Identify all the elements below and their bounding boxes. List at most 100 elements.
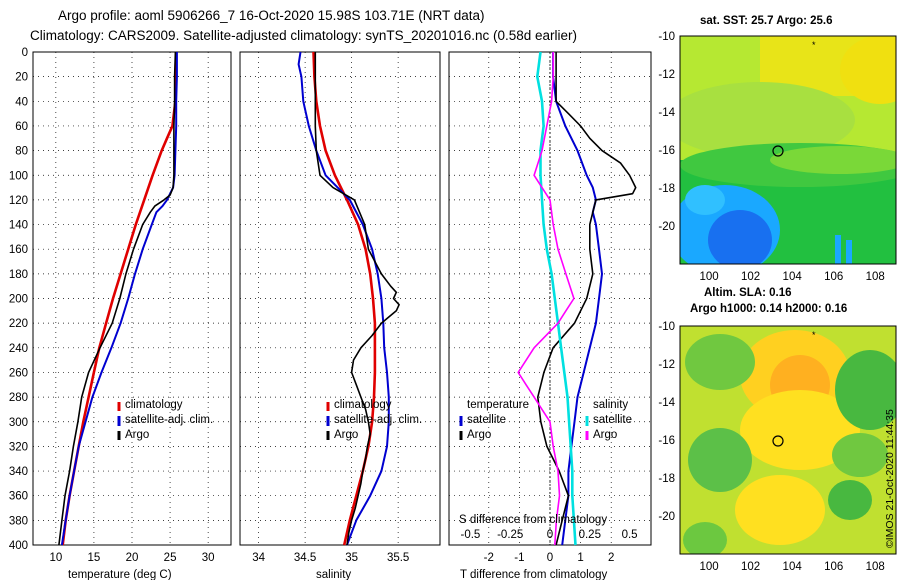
depth-tick-label: 60: [15, 121, 28, 133]
x-tick-label: 1: [577, 552, 583, 564]
series-line-s_argo: [517, 52, 575, 546]
legend-salinity-title: salinity: [593, 399, 628, 411]
map-lat-tick-label: -18: [658, 473, 675, 485]
map-lon-tick-label: 102: [741, 271, 760, 283]
depth-tick-label: 140: [9, 220, 28, 232]
legend-argo-label: Argo: [334, 429, 358, 441]
depth-tick-label: 340: [9, 466, 28, 478]
depth-tick-label: 360: [9, 491, 28, 503]
legend-temp-argo-label: Argo: [467, 429, 491, 441]
map-lat-tick-label: -10: [658, 321, 675, 333]
map-lat-tick-label: -20: [658, 221, 675, 233]
sst-map-title: sat. SST: 25.7 Argo: 25.6: [700, 15, 833, 27]
credit-label: ©IMOS 21-Oct-2020 11:44:35: [884, 409, 896, 548]
map-lon-tick-label: 104: [783, 271, 803, 283]
temperature-legend: climatology satellite-adj. clim. Argo: [117, 399, 213, 441]
figure-title-line1: Argo profile: aoml 5906266_7 16-Oct-2020…: [58, 8, 485, 23]
depth-tick-label: 400: [9, 540, 28, 552]
map-lat-tick-label: -14: [658, 107, 675, 119]
series-line-argo: [314, 52, 400, 546]
sla-map-frame: [679, 325, 897, 555]
legend-climatology-label: climatology: [334, 399, 392, 411]
x-tick-label: 35.5: [387, 552, 409, 564]
legend-sal-argo-label: Argo: [593, 429, 617, 441]
depth-tick-label: 160: [9, 244, 28, 256]
x2-tick-label: 0: [547, 529, 553, 541]
difference-chart: -2 -1 0 1 2 -0.5 -0.25 0 0.25 0.5 T difference f…: [448, 51, 652, 580]
sla-map-title: Argo h1000: 0.14 h2000: 0.16: [690, 303, 847, 315]
sla-map-marker-star: *: [812, 330, 816, 340]
map-lon-tick-label: 106: [824, 271, 843, 283]
x-tick-label: 25: [164, 552, 177, 564]
difference-legend: temperature satellite Argo salinity sate…: [459, 399, 632, 441]
x-tick-label: -2: [484, 552, 494, 564]
depth-tick-label: 80: [15, 146, 28, 158]
series-line-s_sat: [535, 51, 577, 546]
map-lat-tick-label: -10: [658, 31, 675, 43]
legend-satellite-label: satellite-adj. clim.: [334, 414, 422, 426]
legend-climatology-label: climatology: [125, 399, 183, 411]
map-lat-tick-label: -12: [658, 69, 675, 81]
depth-tick-label: 120: [9, 195, 28, 207]
map-lon-tick-label: 100: [699, 271, 718, 283]
x-tick-label: 34: [252, 552, 265, 564]
map-lat-tick-label: -14: [658, 397, 675, 409]
sla-caption: Altim. SLA: 0.16: [704, 287, 792, 299]
salinity-chart: 34 34.5 35 35.5 salinity climatology satell…: [239, 51, 441, 580]
depth-tick-label: 200: [9, 294, 28, 306]
x-tick-label: 34.5: [294, 552, 316, 564]
figure-title-line2: Climatology: CARS2009. Satellite-adjuste…: [30, 28, 577, 43]
x2-tick-label: -0.25: [497, 529, 523, 541]
depth-tick-label: 220: [9, 318, 28, 330]
legend-argo-label: Argo: [125, 429, 149, 441]
depth-tick-label: 180: [9, 269, 28, 281]
salinity-legend: climatology satellite-adj. clim. Argo: [326, 399, 422, 441]
salinity-x-axis-label: salinity: [316, 569, 351, 580]
map-lon-tick-label: 108: [866, 271, 885, 283]
depth-tick-label: 0: [22, 47, 28, 59]
depth-tick-label: 100: [9, 170, 28, 182]
series-line-sat: [297, 51, 390, 546]
legend-temperature-title: temperature: [467, 399, 529, 411]
depth-tick-label: 300: [9, 417, 28, 429]
sla-map: Argo h1000: 0.14 h2000: 0.16 * -10 -12 -14…: [658, 303, 897, 573]
x2-tick-label: 0.5: [622, 529, 638, 541]
sst-float-marker: [772, 145, 784, 157]
x2-tick-label: -0.5: [461, 529, 481, 541]
series-line-sat: [60, 52, 178, 546]
depth-tick-label: 280: [9, 392, 28, 404]
x-tick-label: 30: [202, 552, 215, 564]
map-lat-tick-label: -18: [658, 183, 675, 195]
temperature-x-axis-label: temperature (deg C): [68, 569, 172, 580]
x-tick-label: 10: [49, 552, 62, 564]
depth-tick-label: 20: [15, 72, 28, 84]
sst-map: sat. SST: 25.7 Argo: 25.6 * -10 -12 -14 -16…: [658, 15, 897, 299]
map-lat-tick-label: -16: [658, 145, 675, 157]
temperature-plot-frame: [32, 51, 232, 546]
x-tick-label: 0: [547, 552, 553, 564]
map-lat-tick-label: -20: [658, 511, 675, 523]
series-line-t_argo: [536, 52, 637, 546]
depth-tick-label: 240: [9, 343, 28, 355]
x-tick-label: -1: [514, 552, 524, 564]
difference-x-axis-label: T difference from climatology: [460, 569, 607, 580]
map-lon-tick-label: 106: [824, 561, 843, 573]
depth-tick-label: 380: [9, 515, 28, 527]
x-tick-label: 20: [126, 552, 139, 564]
map-lon-tick-label: 100: [699, 561, 718, 573]
map-lon-tick-label: 108: [866, 561, 885, 573]
depth-tick-label: 320: [9, 441, 28, 453]
salinity-difference-axis-label: S difference from climatology: [459, 514, 607, 526]
x2-tick-label: 0.25: [579, 529, 601, 541]
x-tick-label: 15: [88, 552, 101, 564]
sst-map-frame: [679, 35, 897, 265]
legend-satellite-label: satellite-adj. clim.: [125, 414, 213, 426]
depth-tick-label: 260: [9, 367, 28, 379]
x-tick-label: 2: [608, 552, 614, 564]
legend-temp-satellite-label: satellite: [467, 414, 506, 426]
map-lat-tick-label: -16: [658, 435, 675, 447]
sla-float-marker: [772, 435, 784, 447]
depth-tick-label: 40: [15, 96, 28, 108]
sst-map-marker-star: *: [812, 40, 816, 50]
